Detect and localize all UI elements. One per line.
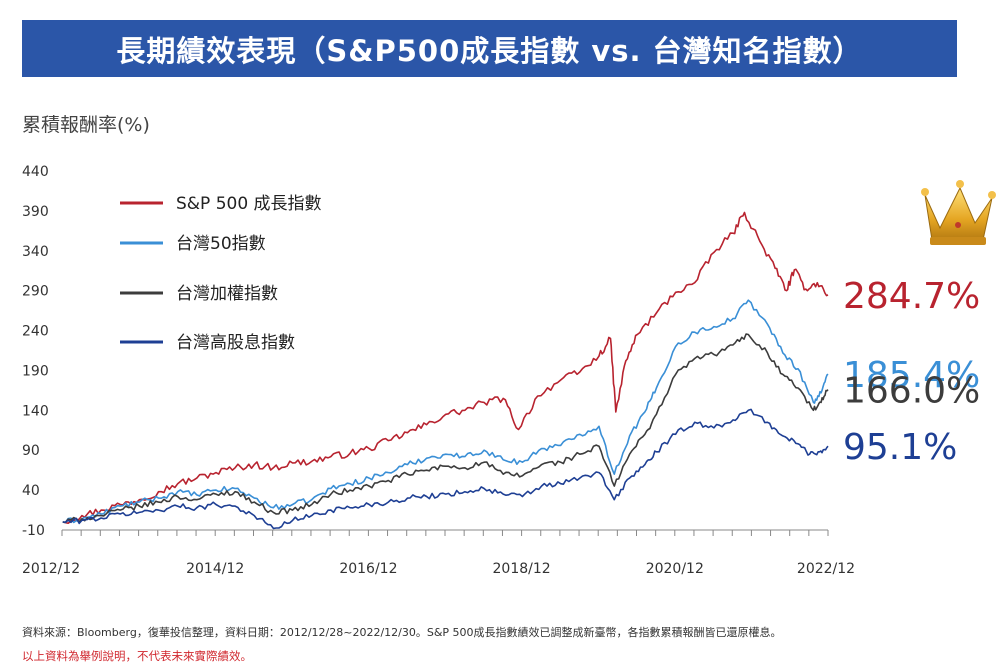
disclaimer-text: 以上資料為舉例說明，不代表未來實際績效。 (22, 649, 252, 663)
source-note: 資料來源：Bloomberg，復華投信整理，資料日期：2012/12/28~20… (22, 626, 782, 639)
series-line (62, 408, 829, 530)
end-value-label: 185.4% (843, 355, 980, 396)
chart-title: 長期績效表現（S&P500成長指數 vs. 台灣知名指數） (116, 33, 863, 68)
y-tick-label: 390 (22, 204, 49, 220)
series-line (62, 211, 829, 524)
x-tick-label: 2014/12 (186, 561, 244, 577)
title-banner: 長期績效表現（S&P500成長指數 vs. 台灣知名指數） (22, 20, 957, 77)
y-tick-label: -10 (22, 523, 45, 539)
legend-label: 台灣高股息指數 (176, 333, 295, 353)
x-tick-label: 2022/12 (797, 561, 855, 577)
x-tick-label: 2020/12 (646, 561, 704, 577)
end-value-label: 95.1% (843, 427, 957, 468)
x-tick-label: 2012/12 (22, 561, 80, 577)
legend-label: S&P 500 成長指數 (176, 194, 322, 214)
y-tick-label: 240 (22, 324, 49, 340)
y-tick-label: 140 (22, 403, 49, 419)
y-axis-label: 累積報酬率(%) (22, 114, 150, 136)
crown-icon (921, 180, 996, 245)
end-value-label: 166.0% (843, 371, 980, 412)
series-line (62, 333, 829, 524)
x-tick-label: 2018/12 (493, 561, 551, 577)
y-tick-label: 340 (22, 244, 49, 260)
series-line (62, 299, 829, 524)
y-tick-label: 40 (22, 483, 40, 499)
end-value-label: 284.7% (843, 276, 980, 317)
y-tick-label: 290 (22, 284, 49, 300)
y-tick-label: 440 (22, 164, 49, 180)
y-tick-label: 90 (22, 443, 40, 459)
legend-label: 台灣加權指數 (176, 284, 278, 304)
legend-label: 台灣50指數 (176, 234, 266, 254)
x-tick-label: 2016/12 (339, 561, 397, 577)
y-tick-label: 190 (22, 363, 49, 379)
